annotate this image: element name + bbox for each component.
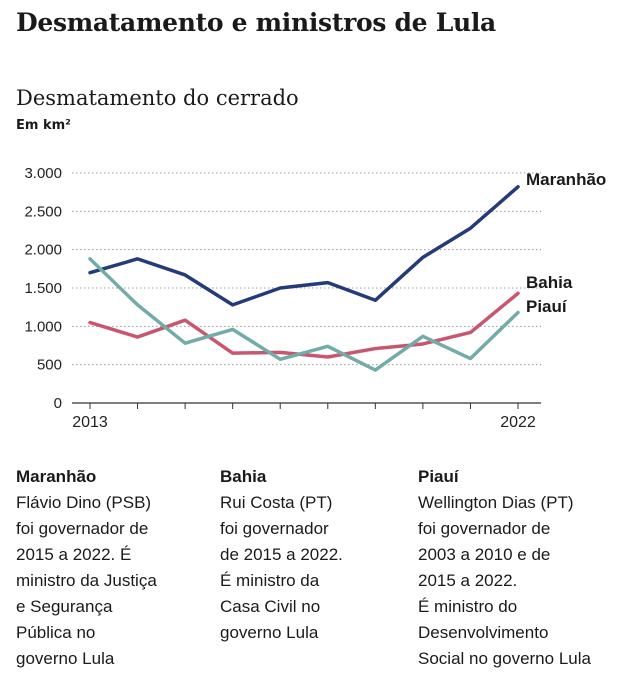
unit-label: Em km² xyxy=(16,118,71,133)
series-label: Piauí xyxy=(526,297,568,316)
series-label: Bahia xyxy=(526,273,573,292)
y-tick-label: 1.500 xyxy=(24,280,62,297)
y-axis: 0 500 1.000 1.500 2.000 2.500 3.000 xyxy=(24,165,62,412)
series-line xyxy=(88,257,520,372)
note-state: Bahia xyxy=(220,467,267,486)
page-title: Desmatamento e ministros de Lula xyxy=(16,8,496,37)
note-bahia: Bahia Rui Costa (PT) foi governador de 2… xyxy=(220,464,343,646)
series-label: Maranhão xyxy=(526,170,606,189)
note-state: Piauí xyxy=(418,467,459,486)
series-lines xyxy=(88,185,520,372)
y-tick-label: 2.000 xyxy=(24,242,62,259)
note-text: Rui Costa (PT) foi governador de 2015 a … xyxy=(220,493,343,642)
note-maranhao: Maranhão Flávio Dino (PSB) foi governado… xyxy=(16,464,157,672)
y-tick-label: 1.000 xyxy=(24,318,62,335)
series-line xyxy=(88,185,520,307)
note-piaui: Piauí Wellington Dias (PT) foi governado… xyxy=(418,464,591,672)
series-line xyxy=(88,291,520,359)
x-tick-label: 2013 xyxy=(72,414,108,431)
note-text: Flávio Dino (PSB) foi governador de 2015… xyxy=(16,493,157,668)
chart-title: Desmatamento do cerrado xyxy=(16,86,299,110)
series-labels: Maranhão Bahia Piauí xyxy=(526,170,606,316)
y-tick-label: 3.000 xyxy=(24,165,62,182)
line-chart: 0 500 1.000 1.500 2.000 2.500 3.000 2013 2022 M… xyxy=(24,165,606,431)
x-axis: 2013 2022 xyxy=(72,403,536,431)
y-tick-label: 0 xyxy=(54,395,62,412)
note-state: Maranhão xyxy=(16,467,97,486)
note-text: Wellington Dias (PT) foi governador de 2… xyxy=(418,493,591,668)
x-tick-label: 2022 xyxy=(500,414,536,431)
y-tick-label: 2.500 xyxy=(24,203,62,220)
y-tick-label: 500 xyxy=(37,357,62,374)
grid xyxy=(72,172,541,404)
